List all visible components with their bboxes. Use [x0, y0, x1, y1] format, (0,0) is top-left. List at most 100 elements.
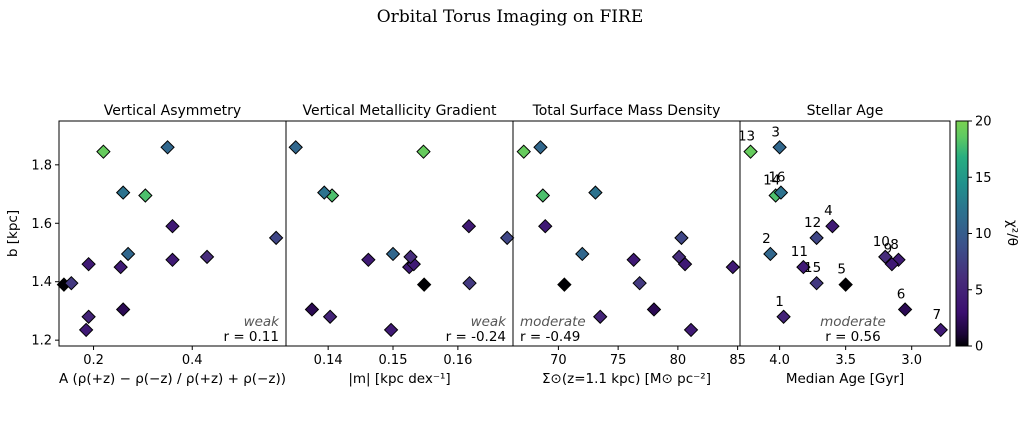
data-point: [646, 302, 662, 317]
x-axis-label: A (ρ(+z) − ρ(−z) / ρ(+z) + ρ(−z)): [59, 371, 286, 387]
panel-title: Stellar Age: [807, 103, 884, 119]
colorbar-tick-label: 0: [975, 340, 983, 355]
data-point: [96, 144, 111, 159]
data-point: [64, 275, 79, 291]
correlation-coefficient: r = -0.24: [446, 329, 506, 345]
correlation-strength: moderate: [520, 314, 586, 330]
x-tick-label: 85: [729, 353, 746, 368]
data-point: [878, 249, 893, 265]
data-point: [322, 309, 338, 324]
data-point: [763, 246, 778, 262]
x-axis-label: Median Age [Gyr]: [786, 371, 904, 387]
point-label: 7: [932, 307, 941, 323]
colorbar-tick-label: 10: [975, 227, 992, 242]
data-point: [416, 144, 431, 159]
y-tick-label: 1.2: [31, 334, 52, 349]
data-point: [838, 277, 853, 292]
data-point: [317, 185, 332, 200]
point-label: 14: [763, 173, 780, 189]
data-point: [383, 322, 399, 338]
point-label: 1: [775, 294, 784, 310]
data-point: [115, 185, 131, 200]
x-tick-label: 0.16: [443, 353, 472, 368]
point-label: 6: [897, 286, 906, 302]
point-label: 4: [824, 203, 833, 219]
y-tick-label: 1.8: [31, 158, 52, 173]
data-point: [403, 249, 418, 265]
data-point: [499, 230, 515, 246]
data-point: [575, 246, 590, 262]
data-point: [809, 230, 824, 246]
data-point: [81, 309, 96, 324]
x-tick-label: 0.4: [182, 353, 203, 368]
data-point: [825, 218, 840, 234]
data-point: [626, 252, 641, 268]
correlation-strength: weak: [244, 314, 281, 330]
x-tick-label: 3.0: [901, 353, 922, 368]
point-label: 9: [884, 241, 893, 257]
data-point: [304, 302, 320, 317]
colorbar-tick-label: 5: [975, 283, 983, 298]
colorbar-tick-label: 20: [975, 115, 992, 130]
data-point: [809, 275, 824, 291]
x-tick-label: 80: [670, 353, 687, 368]
y-axis-label: b [kpc]: [5, 210, 21, 257]
data-point: [288, 140, 303, 155]
panel-1: Vertical Asymmetry 0.2 0.4 1.2 1.4 1.6 1.8 b [k…: [5, 103, 287, 387]
data-point: [462, 275, 477, 291]
panel-2: Vertical Metallicity Gradient 0.14 0.15 0.1…: [285, 103, 515, 387]
x-axis-label: |m| [kpc dex⁻¹]: [348, 371, 450, 387]
data-point: [535, 188, 551, 203]
panel-frame: [285, 120, 514, 347]
panels: Vertical Asymmetry 0.2 0.4 1.2 1.4 1.6 1.8 b [k…: [5, 103, 951, 387]
correlation-coefficient: r = -0.49: [520, 329, 580, 345]
data-point: [120, 246, 136, 262]
data-point: [199, 249, 215, 265]
data-point: [268, 230, 284, 246]
panel-title: Total Surface Mass Density: [532, 103, 721, 119]
point-label: 15: [804, 260, 821, 276]
data-point: [776, 309, 791, 324]
data-point: [165, 252, 180, 268]
point-label: 10: [873, 234, 890, 250]
data-point: [557, 277, 572, 292]
data-point: [671, 249, 687, 265]
data-point: [516, 144, 531, 159]
panel-frame: [512, 120, 741, 347]
x-tick-label: 75: [610, 353, 627, 368]
data-point: [361, 252, 376, 268]
correlation-strength: moderate: [820, 314, 886, 330]
data-point: [588, 185, 603, 200]
panel-title: Vertical Asymmetry: [104, 103, 241, 119]
data-point: [165, 218, 180, 234]
data-point: [385, 246, 401, 262]
data-point: [113, 259, 128, 275]
data-point: [632, 275, 647, 291]
x-tick-label: 3.5: [835, 353, 856, 368]
data-point: [773, 185, 789, 200]
colorbar-ticks: 0 5 10 15 20: [968, 115, 992, 355]
data-point: [160, 140, 175, 155]
point-label: 2: [762, 231, 771, 247]
data-point: [138, 188, 153, 203]
point-label: 11: [791, 244, 808, 260]
y-tick-label: 1.4: [31, 275, 52, 290]
panel-3: Total Surface Mass Density 70 75 80 85 Σ⊙(z=1…: [512, 103, 746, 387]
colorbar-label: χ²/θ: [1004, 220, 1020, 246]
point-label: 16: [768, 170, 785, 186]
data-point: [81, 256, 96, 272]
x-tick-label: 0.2: [83, 353, 104, 368]
x-tick-label: 0.14: [314, 353, 343, 368]
data-point: [416, 277, 432, 292]
x-tick-label: 4.0: [769, 353, 790, 368]
data-point: [884, 256, 900, 272]
data-point: [674, 230, 689, 246]
point-label: 13: [738, 129, 755, 145]
colorbar-tick-label: 15: [975, 171, 992, 186]
panel-4: Stellar Age 3.0 3.5 4.0 Median Age [Gyr] mode…: [738, 103, 951, 387]
x-axis-label: Σ⊙(z=1.1 kpc) [M⊙ pc⁻²]: [542, 371, 711, 387]
panel-frame: [58, 120, 287, 347]
colorbar-gradient: [955, 120, 969, 347]
panel-frame: [739, 120, 951, 347]
